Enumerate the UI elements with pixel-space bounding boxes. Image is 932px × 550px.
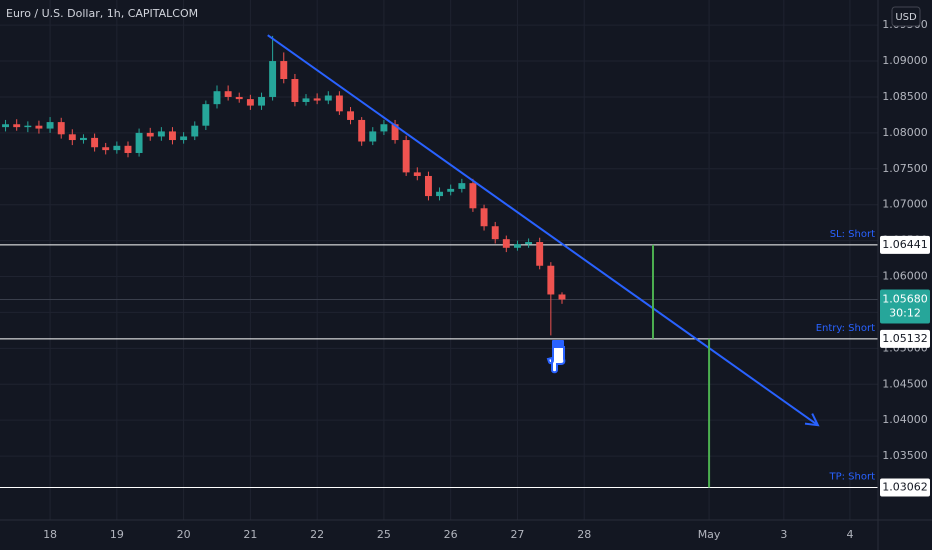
x-tick-label: 21 (243, 528, 257, 541)
y-tick-label: 1.08500 (882, 90, 928, 103)
current-price-box (880, 289, 930, 324)
candle-body (169, 131, 176, 141)
candle-body (191, 125, 199, 137)
candle-body (258, 96, 265, 106)
y-tick-label: 1.07000 (882, 198, 928, 211)
currency-label: USD (895, 12, 917, 23)
candle-body (135, 132, 143, 153)
level-price-box (880, 235, 930, 254)
candle-body (202, 104, 210, 126)
countdown-label: 30:12 (889, 307, 921, 320)
x-tick-label: 28 (577, 528, 591, 541)
y-tick-label: 1.09000 (882, 54, 928, 67)
level-name: TP: Short (828, 472, 875, 483)
x-tick-label: 4 (846, 528, 853, 541)
y-tick-label: 1.08000 (882, 126, 928, 139)
candle-body (324, 95, 332, 101)
candle-body (525, 242, 533, 245)
candle-body (113, 145, 121, 151)
level-price-label: 1.03062 (882, 481, 928, 494)
candle-body (269, 61, 277, 97)
candle-body (358, 119, 366, 142)
candle-body (102, 147, 110, 151)
icon-cuff (552, 340, 564, 347)
candle-body (91, 137, 99, 148)
candle-body (68, 134, 76, 141)
y-tick-label: 1.04000 (882, 413, 928, 426)
candle-body (224, 91, 232, 97)
candle-body (558, 294, 566, 300)
y-tick-label: 1.07500 (882, 162, 928, 175)
y-tick-label: 1.03500 (882, 449, 928, 462)
axes: 1.095001.090001.085001.080001.075001.070… (43, 18, 930, 541)
candle-body (57, 122, 65, 135)
candle-body (502, 239, 510, 248)
candle-body (24, 125, 32, 128)
x-tick-label: 3 (780, 528, 787, 541)
candle-body (235, 96, 243, 100)
candle-body (391, 124, 399, 141)
x-tick-label: 25 (377, 528, 391, 541)
icon-hand (546, 346, 566, 374)
currency-box[interactable] (891, 6, 921, 27)
x-tick-label: 27 (510, 528, 524, 541)
candle-body (469, 183, 477, 209)
candle-body (302, 98, 310, 102)
pointer-icon (546, 340, 566, 374)
trendline-arrowhead (804, 413, 820, 427)
candle-body (80, 137, 87, 141)
candle-body (146, 132, 154, 137)
candle-body (347, 111, 354, 120)
chart-title: Euro / U.S. Dollar, 1h, CAPITALCOM (6, 7, 198, 20)
current-price-label: 1.05680 (882, 293, 928, 306)
candle-body (447, 188, 455, 192)
x-tick-label: 18 (43, 528, 57, 541)
candle-body (480, 208, 488, 227)
candle-body (458, 183, 466, 189)
level-name: SL: Short (830, 229, 875, 240)
x-tick-label: 19 (110, 528, 124, 541)
candle-body (402, 140, 410, 173)
plot: SL: Short Entry: Short TP: Short (0, 34, 878, 489)
x-tick-label: 20 (177, 528, 191, 541)
candle-body (280, 61, 288, 80)
candle-body (35, 125, 43, 129)
candle-body (213, 91, 221, 105)
x-tick-label: 26 (444, 528, 458, 541)
candle-body (246, 99, 254, 106)
candle-body (13, 124, 21, 128)
level-price-box (880, 329, 930, 348)
candle-body (335, 95, 343, 112)
candle-body (313, 98, 321, 101)
candle-body (369, 131, 377, 142)
x-tick-label: 22 (310, 528, 324, 541)
candle-body (291, 79, 299, 102)
candle-body (46, 122, 54, 129)
candle-body (491, 226, 499, 240)
candle-body (547, 265, 555, 295)
level-price-label: 1.05132 (882, 332, 928, 345)
candle-body (2, 124, 9, 128)
candle-body (513, 244, 521, 248)
y-tick-label: 1.04500 (882, 377, 928, 390)
candle-body (124, 145, 132, 153)
level-name: Entry: Short (816, 323, 875, 334)
level-price-box (880, 478, 930, 497)
x-tick-label: May (698, 528, 721, 541)
trendline (267, 34, 819, 427)
candle-body (157, 131, 165, 137)
candle-body (413, 172, 421, 176)
candle-body (380, 124, 388, 132)
candle-body (436, 191, 443, 197)
candle-body (424, 175, 432, 197)
candle-body (536, 242, 544, 266)
level-price-label: 1.06441 (882, 238, 928, 251)
y-tick-label: 1.06000 (882, 270, 928, 283)
candle-body (180, 136, 188, 141)
